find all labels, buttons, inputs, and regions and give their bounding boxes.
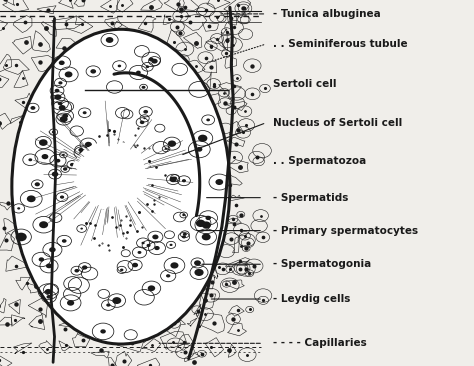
Circle shape	[62, 114, 68, 118]
Circle shape	[142, 86, 146, 89]
Circle shape	[196, 147, 202, 152]
Circle shape	[194, 260, 201, 266]
Circle shape	[52, 131, 55, 134]
Circle shape	[154, 246, 160, 250]
Circle shape	[35, 182, 40, 186]
Circle shape	[82, 265, 87, 270]
Circle shape	[65, 71, 73, 78]
Circle shape	[140, 120, 145, 124]
Circle shape	[46, 295, 51, 299]
Circle shape	[112, 297, 121, 304]
Circle shape	[62, 239, 66, 243]
Circle shape	[58, 102, 63, 105]
Circle shape	[67, 300, 74, 306]
Circle shape	[17, 207, 20, 210]
Circle shape	[91, 69, 96, 74]
Circle shape	[166, 274, 170, 277]
Circle shape	[196, 220, 205, 227]
Circle shape	[151, 59, 158, 64]
Circle shape	[55, 159, 60, 163]
Circle shape	[30, 106, 36, 110]
Circle shape	[141, 242, 145, 244]
Circle shape	[85, 142, 92, 147]
Circle shape	[55, 89, 59, 93]
Circle shape	[39, 221, 48, 228]
Circle shape	[46, 264, 52, 268]
Circle shape	[39, 139, 47, 146]
Circle shape	[60, 116, 68, 122]
Circle shape	[165, 148, 167, 150]
Circle shape	[120, 269, 123, 271]
Circle shape	[52, 172, 58, 177]
Circle shape	[79, 151, 85, 155]
Circle shape	[182, 214, 185, 216]
Circle shape	[118, 64, 121, 67]
Circle shape	[59, 105, 65, 110]
Circle shape	[70, 163, 74, 167]
Circle shape	[74, 269, 79, 273]
Circle shape	[182, 179, 186, 182]
Circle shape	[194, 269, 204, 276]
Circle shape	[49, 247, 55, 252]
Text: . . Spermatozoa: . . Spermatozoa	[273, 156, 366, 166]
Ellipse shape	[12, 29, 230, 344]
Circle shape	[62, 154, 65, 156]
Circle shape	[106, 37, 113, 43]
Circle shape	[198, 135, 208, 142]
Circle shape	[182, 235, 186, 239]
Circle shape	[173, 177, 177, 180]
Circle shape	[152, 235, 158, 239]
Circle shape	[132, 263, 138, 268]
Ellipse shape	[71, 141, 152, 210]
Circle shape	[45, 289, 52, 294]
Circle shape	[58, 81, 63, 85]
Circle shape	[183, 233, 187, 236]
Circle shape	[28, 158, 32, 161]
Circle shape	[168, 141, 176, 147]
Circle shape	[169, 176, 177, 182]
Circle shape	[27, 195, 36, 202]
Circle shape	[78, 148, 83, 152]
Text: - Tunica albuginea: - Tunica albuginea	[273, 9, 380, 19]
Circle shape	[202, 234, 210, 240]
Circle shape	[144, 117, 146, 119]
Circle shape	[106, 303, 110, 307]
Circle shape	[171, 262, 179, 269]
Circle shape	[201, 221, 211, 228]
Circle shape	[206, 119, 210, 122]
Circle shape	[205, 216, 211, 220]
Text: - Primary spermatocytes: - Primary spermatocytes	[273, 225, 418, 236]
Text: - Spermatogonia: - Spermatogonia	[273, 259, 371, 269]
Circle shape	[136, 71, 141, 74]
Circle shape	[146, 244, 151, 247]
Circle shape	[42, 154, 48, 159]
Circle shape	[82, 111, 87, 114]
Circle shape	[148, 57, 154, 61]
Text: - - - - Capillaries: - - - - Capillaries	[273, 338, 366, 348]
Circle shape	[39, 257, 44, 262]
Circle shape	[146, 66, 149, 68]
Circle shape	[63, 167, 67, 171]
Text: Nucleus of Sertoli cell: Nucleus of Sertoli cell	[273, 117, 402, 128]
Circle shape	[54, 94, 62, 100]
Circle shape	[16, 233, 27, 241]
Text: - Spermatids: - Spermatids	[273, 193, 348, 203]
Text: - Leydig cells: - Leydig cells	[273, 294, 350, 304]
Circle shape	[59, 60, 64, 65]
Text: Sertoli cell: Sertoli cell	[273, 79, 336, 89]
Circle shape	[100, 329, 106, 333]
Circle shape	[81, 228, 83, 229]
Circle shape	[143, 110, 148, 113]
Circle shape	[215, 179, 223, 185]
Circle shape	[137, 251, 141, 254]
Text: . . Seminiferous tubule: . . Seminiferous tubule	[273, 39, 407, 49]
Circle shape	[148, 285, 155, 291]
Circle shape	[170, 244, 173, 246]
Circle shape	[60, 195, 64, 199]
